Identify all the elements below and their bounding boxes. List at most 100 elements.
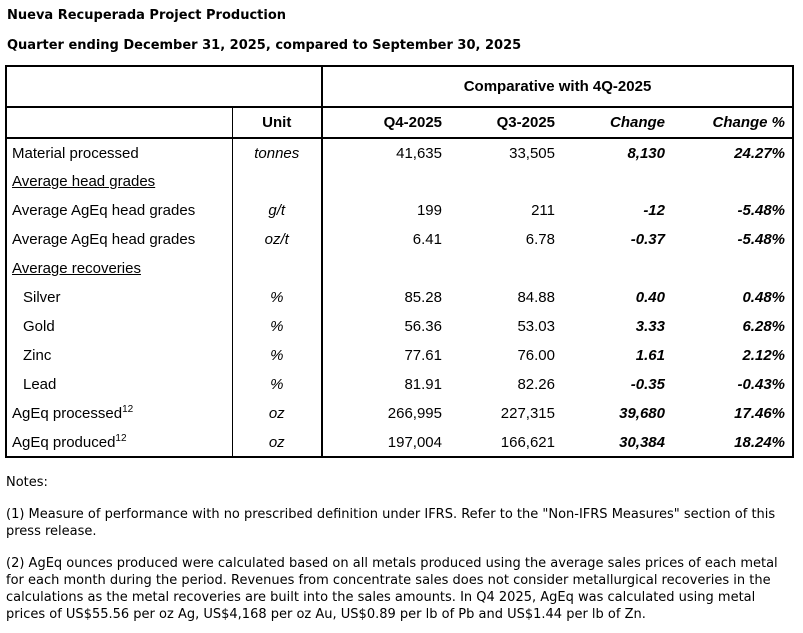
- unit-cell: oz: [232, 428, 323, 457]
- change-value-cell: -0.37: [630, 231, 665, 248]
- row-label: Silver: [6, 283, 233, 312]
- change-column-header: Change: [562, 107, 672, 139]
- unit-cell: oz/t: [232, 225, 323, 254]
- comparative-header-row: Comparative with 4Q-2025: [6, 66, 794, 108]
- row-label: Average AgEq head grades: [6, 225, 233, 254]
- table-row: Gold% 56.36 53.03 3.33 6.28%: [6, 312, 793, 341]
- page-subtitle: Quarter ending December 31, 2025, compar…: [7, 38, 522, 53]
- unit-cell: %: [232, 341, 323, 370]
- q4-value-cell: 56.36: [404, 318, 442, 335]
- section-row: Average head grades: [6, 167, 793, 196]
- unit-cell: %: [232, 370, 323, 399]
- unit-cell: tonnes: [232, 138, 323, 167]
- column-header-row: Unit Q4-2025 Q3-2025 Change Change %: [6, 107, 794, 139]
- q3-value-cell: 227,315: [500, 405, 555, 422]
- q4-column-header: Q4-2025: [322, 107, 449, 139]
- q3-value-cell: 82.26: [517, 376, 555, 393]
- comparative-header-cell: Comparative with 4Q-2025: [322, 66, 794, 108]
- row-label: Average head grades: [6, 167, 233, 196]
- change-pct-value-cell: -0.43%: [737, 376, 786, 393]
- change-pct-value-cell: 17.46%: [734, 405, 786, 422]
- row-label: Average AgEq head grades: [6, 196, 233, 225]
- note-2: (2) AgEq ounces produced were calculated…: [6, 556, 778, 622]
- footnote-reference: 12: [115, 432, 127, 444]
- change-pct-value-cell: 18.24%: [734, 433, 786, 451]
- table-row: Silver% 85.28 84.88 0.40 0.48%: [6, 283, 793, 312]
- change-pct-value-cell: [672, 254, 793, 283]
- row-label-text: Average head grades: [12, 173, 156, 190]
- table-row: Lead% 81.91 82.26 -0.35 -0.43%: [6, 370, 793, 399]
- q3-value-cell: 53.03: [517, 318, 555, 335]
- row-label-text: Silver: [23, 289, 61, 306]
- q4-value-cell: 81.91: [404, 376, 442, 393]
- q3-value-cell: [449, 254, 562, 283]
- q4-value-cell: 77.61: [404, 347, 442, 364]
- change-value-cell: 0.40: [635, 289, 665, 306]
- q3-value-cell: 211: [531, 202, 555, 219]
- table-row: Average AgEq head grades g/t 199 211 -12 -5.4…: [6, 196, 793, 225]
- row-label-text: AgEq processed: [12, 405, 123, 422]
- row-label-text: Lead: [23, 376, 57, 393]
- change-value-cell: 1.61: [635, 347, 665, 364]
- q3-value-cell: [449, 167, 562, 196]
- change-pct-value-cell: 6.28%: [742, 318, 786, 335]
- table-row: Average AgEq head grades oz/t 6.41 6.78 -0.3…: [6, 225, 793, 254]
- q4-value-cell: [322, 254, 449, 283]
- row-label-text: Average AgEq head grades: [12, 202, 196, 219]
- row-label: Gold: [6, 312, 233, 341]
- footnote-reference: 12: [122, 404, 134, 415]
- q3-value-cell: 76.00: [517, 347, 555, 364]
- unit-cell: g/t: [232, 196, 323, 225]
- row-label-text: Average AgEq head grades: [12, 231, 196, 248]
- row-label-text: Material processed: [12, 144, 139, 162]
- unit-cell: [232, 254, 323, 283]
- table-row: AgEq produced12 oz 197,004 166,621 30,384 18.…: [6, 428, 793, 457]
- page-title: Nueva Recuperada Project Production: [7, 8, 287, 23]
- row-label: Zinc: [6, 341, 233, 370]
- change-pct-value-cell: 2.12%: [742, 347, 786, 364]
- unit-cell: [232, 167, 323, 196]
- q3-value-cell: 6.78: [525, 231, 555, 248]
- q4-value-cell: [322, 167, 449, 196]
- q4-value-cell: 85.28: [404, 289, 442, 306]
- change-value-cell: 3.33: [635, 318, 665, 335]
- label-column-header: [6, 107, 233, 139]
- row-label-text: Zinc: [23, 347, 52, 364]
- q4-value-cell: 41,635: [396, 144, 442, 162]
- change-pct-value-cell: 0.48%: [742, 289, 786, 306]
- row-label-text: Gold: [23, 318, 55, 335]
- row-label: AgEq produced12: [6, 428, 233, 457]
- change-value-cell: -12: [643, 202, 665, 219]
- unit-cell: %: [232, 312, 323, 341]
- q3-value-cell: 166,621: [500, 433, 555, 451]
- change-pct-value-cell: -5.48%: [737, 231, 786, 248]
- change-value-cell: 30,384: [619, 433, 665, 451]
- q3-column-header: Q3-2025: [449, 107, 562, 139]
- change-value-cell: [562, 167, 672, 196]
- change-pct-value-cell: -5.48%: [737, 202, 786, 219]
- unit-column-header: Unit: [232, 107, 323, 139]
- row-label: Lead: [6, 370, 233, 399]
- table-row: AgEq processed12 oz 266,995 227,315 39,680 17…: [6, 399, 793, 428]
- row-label: Average recoveries: [6, 254, 233, 283]
- notes-section: Notes: (1) Measure of performance with n…: [6, 474, 797, 623]
- unit-cell: oz: [232, 399, 323, 428]
- row-label-text: AgEq produced: [12, 433, 116, 451]
- q4-value-cell: 199: [416, 202, 442, 219]
- q3-value-cell: 84.88: [517, 289, 555, 306]
- change-value-cell: 8,130: [627, 144, 665, 162]
- note-1: (1) Measure of performance with no presc…: [6, 507, 776, 539]
- change-pct-column-header: Change %: [672, 107, 794, 139]
- change-pct-value-cell: 24.27%: [734, 144, 786, 162]
- table-row: Zinc% 77.61 76.00 1.61 2.12%: [6, 341, 793, 370]
- table-header: Comparative with 4Q-2025 Unit Q4-2025 Q3…: [6, 66, 794, 139]
- table-body: Material processed tonnes 41,635 33,505 8,13…: [6, 138, 793, 457]
- table-row: Material processed tonnes 41,635 33,505 8,13…: [6, 138, 793, 167]
- unit-cell: %: [232, 283, 323, 312]
- q4-value-cell: 6.41: [412, 231, 442, 248]
- q4-value-cell: 266,995: [387, 405, 442, 422]
- q4-value-cell: 197,004: [387, 433, 442, 451]
- change-pct-value-cell: [672, 167, 793, 196]
- row-label: Material processed: [6, 138, 233, 167]
